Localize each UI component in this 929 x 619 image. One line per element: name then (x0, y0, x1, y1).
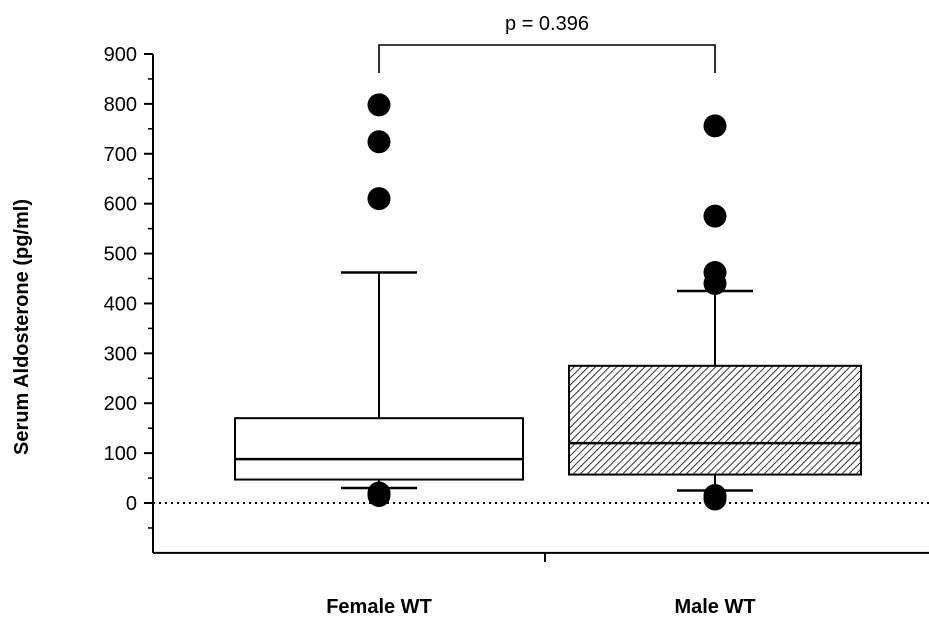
y-tick-label: 500 (104, 244, 137, 266)
y-tick-label: 900 (104, 44, 137, 66)
y-axis: 0 100 200 300 400 500 600 700 800 900 (104, 44, 154, 553)
outlier-point (703, 484, 727, 508)
outlier-point (367, 187, 391, 211)
outlier-point (367, 130, 391, 154)
outlier-point (367, 93, 391, 117)
outlier-point (703, 204, 727, 228)
significance-bracket (378, 44, 716, 73)
x-category-label: Male WT (674, 596, 755, 618)
y-tick-label: 0 (126, 493, 137, 515)
y-tick-label: 300 (104, 343, 137, 365)
p-value-annotation: p = 0.396 (505, 13, 589, 35)
y-tick-label: 600 (104, 194, 137, 216)
y-tick-label: 800 (104, 94, 137, 116)
y-tick-label: 700 (104, 144, 137, 166)
y-tick-label: 200 (104, 393, 137, 415)
iqr-box (234, 417, 524, 481)
y-tick-label: 400 (104, 293, 137, 315)
iqr-box (568, 364, 862, 476)
x-category-label: Female WT (326, 596, 432, 618)
x-axis: Female WT Male WT (153, 551, 929, 618)
outlier-point (703, 261, 727, 285)
y-tick-label: 100 (104, 443, 137, 465)
y-axis-title: Serum Aldosterone (pg/ml) (11, 199, 33, 455)
box-female-wt (234, 93, 524, 508)
plot-area: p = 0.396 (153, 13, 929, 511)
box-male-wt (568, 114, 862, 511)
outlier-point (703, 114, 727, 138)
outlier-point (367, 481, 391, 505)
